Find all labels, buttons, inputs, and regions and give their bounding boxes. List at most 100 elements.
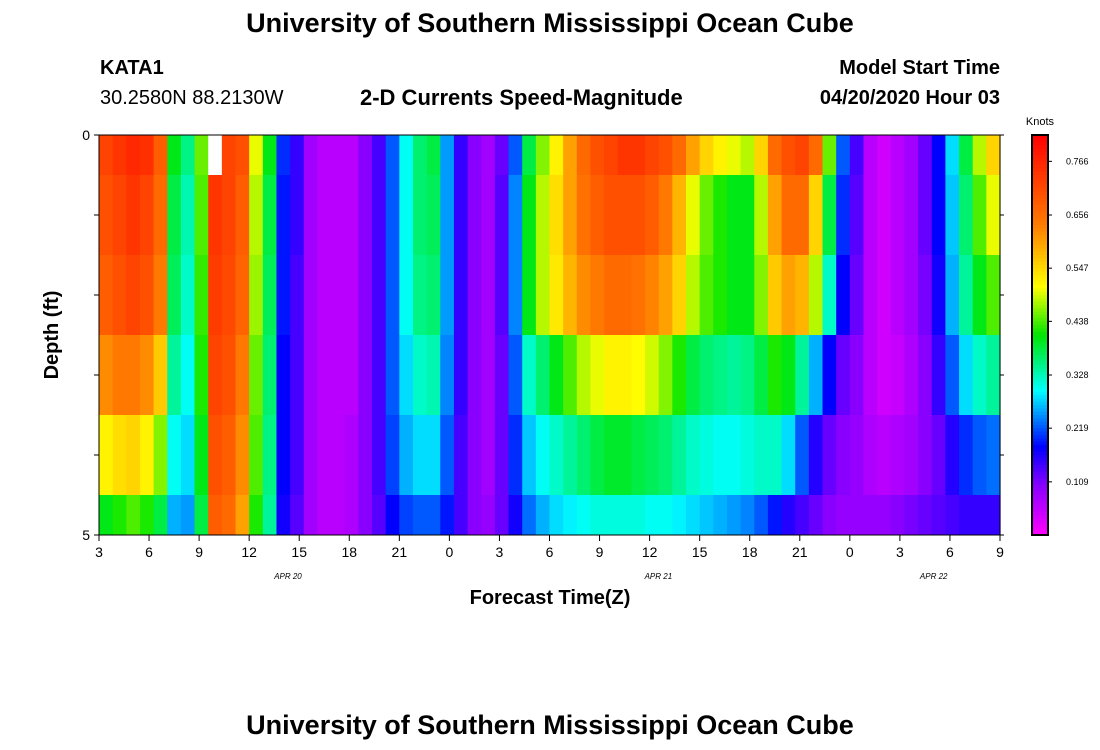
heatmap-cell — [918, 415, 933, 495]
heatmap-cell — [99, 175, 114, 255]
heatmap-cell — [590, 495, 605, 535]
heatmap-cell — [863, 175, 878, 255]
colorbar-swatch — [1032, 408, 1048, 413]
colorbar-swatch — [1032, 425, 1048, 429]
x-tick-label: 3 — [95, 544, 103, 560]
heatmap-cell — [262, 495, 278, 535]
heatmap-cell — [331, 335, 346, 415]
heatmap-cell — [590, 415, 605, 495]
heatmap-cell — [467, 335, 482, 415]
colorbar-swatch — [1032, 208, 1048, 213]
colorbar-swatch — [1032, 158, 1048, 163]
heatmap-cell — [699, 135, 714, 175]
heatmap-cell — [631, 495, 646, 535]
heatmap-cell — [276, 495, 291, 535]
heatmap-cell — [194, 335, 209, 415]
colorbar-swatch — [1032, 311, 1048, 316]
heatmap-cell — [645, 335, 660, 415]
heatmap-cell — [849, 495, 865, 535]
heatmap-cell — [795, 175, 810, 255]
heatmap-cell — [112, 175, 127, 255]
colorbar-swatch — [1032, 398, 1048, 403]
heatmap-cell — [303, 495, 319, 535]
heatmap-cell — [890, 495, 906, 535]
heatmap-cell — [754, 495, 769, 535]
x-axis: 3 6 9 12 15 18 21 0 3 6 9 12 15 18 21 0 3 6 9 APR 20 APR 21 A… — [95, 535, 1004, 581]
heatmap-cell — [276, 415, 291, 495]
heatmap-cell — [508, 255, 523, 335]
date-label: APR 22 — [919, 572, 948, 581]
colorbar-swatch — [1032, 338, 1048, 343]
x-tick-label: 12 — [241, 544, 257, 560]
heatmap-cell — [986, 255, 1001, 335]
heatmap-cell — [112, 495, 127, 535]
colorbar-swatch — [1032, 435, 1048, 439]
heatmap-cell — [781, 135, 796, 175]
colorbar-swatch — [1032, 495, 1048, 499]
x-tick-label: 15 — [692, 544, 708, 560]
colorbar-swatch — [1032, 325, 1048, 329]
heatmap-cell — [221, 335, 237, 415]
heatmap-cell — [972, 135, 987, 175]
heatmap-cell — [221, 135, 237, 175]
heatmap-cell — [358, 175, 373, 255]
colorbar-swatch — [1032, 528, 1048, 533]
heatmap-cell — [99, 135, 114, 175]
colorbar-swatch — [1032, 375, 1048, 379]
heatmap-cell — [945, 255, 960, 335]
heatmap-cell — [945, 135, 960, 175]
heatmap-cell — [221, 175, 237, 255]
heatmap-cell — [494, 135, 510, 175]
heatmap-cell — [99, 495, 114, 535]
heatmap-cell — [508, 495, 523, 535]
heatmap-cell — [945, 335, 960, 415]
heatmap-cell — [863, 335, 878, 415]
heatmap-cell — [535, 415, 551, 495]
colorbar-frame — [1031, 134, 1049, 536]
colorbar-swatch — [1032, 308, 1048, 313]
colorbar-tick-label: 0.438 — [1066, 316, 1089, 326]
date-label: APR 21 — [644, 572, 673, 581]
model-start-time: 04/20/2020 Hour 03 — [819, 87, 1000, 109]
heatmap-cell — [399, 335, 414, 415]
colorbar-swatch — [1032, 268, 1048, 273]
heatmap-cell — [959, 255, 974, 335]
heatmap-cell — [426, 335, 441, 415]
heatmap-cell — [672, 175, 687, 255]
colorbar-swatch — [1032, 301, 1048, 306]
colorbar-swatch — [1032, 475, 1048, 479]
heatmap-cell — [713, 255, 728, 335]
heatmap-cell — [412, 175, 428, 255]
heatmap-cell — [208, 175, 223, 255]
heatmap-cell — [167, 175, 182, 255]
colorbar-swatch — [1032, 471, 1048, 476]
heatmap-cell — [740, 495, 755, 535]
heatmap-cell — [303, 175, 319, 255]
heatmap-cell — [808, 135, 824, 175]
heatmap-cell — [918, 135, 933, 175]
heatmap-cell — [344, 495, 359, 535]
heatmap-cell — [235, 135, 250, 175]
heatmap-cell — [453, 135, 469, 175]
heatmap-cell — [617, 255, 633, 335]
colorbar-tick-label: 0.547 — [1066, 263, 1089, 273]
colorbar-swatch — [1032, 508, 1048, 513]
heatmap-cell — [699, 175, 714, 255]
colorbar-swatch — [1032, 305, 1048, 309]
colorbar-swatch — [1032, 251, 1048, 256]
colorbar-swatch — [1032, 468, 1048, 473]
heatmap-cell — [604, 135, 619, 175]
heatmap-cell — [945, 415, 960, 495]
heatmap-cell — [672, 495, 687, 535]
heatmap-cell — [645, 255, 660, 335]
heatmap-cell — [713, 415, 728, 495]
heatmap-cell — [576, 135, 592, 175]
heatmap-cell — [481, 135, 496, 175]
heatmap-cell — [262, 255, 278, 335]
colorbar-swatch — [1032, 431, 1048, 436]
heatmap-cell — [836, 495, 851, 535]
colorbar-swatch — [1032, 195, 1048, 199]
heatmap-cell — [986, 135, 1001, 175]
heatmap-cell — [426, 415, 441, 495]
date-label: APR 20 — [273, 572, 302, 581]
